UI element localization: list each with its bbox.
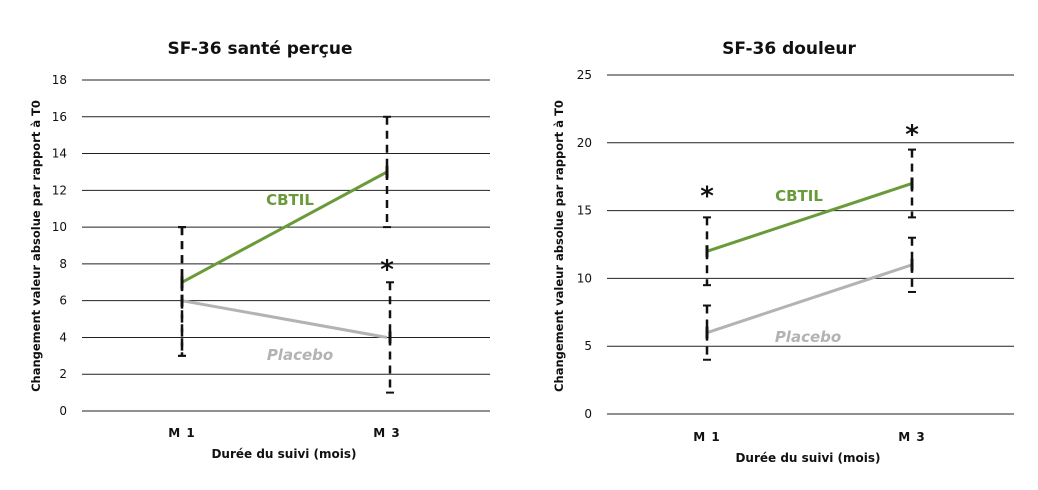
y-tick-label: 0 xyxy=(59,404,67,418)
y-tick-label: 12 xyxy=(52,183,67,197)
y-tick-label: 0 xyxy=(584,407,592,421)
y-axis-label: Changement valeur absolue par rapport à … xyxy=(552,100,566,392)
y-tick-label: 2 xyxy=(59,367,67,381)
significance-star: * xyxy=(905,120,919,150)
y-tick-label: 18 xyxy=(52,73,67,87)
series-label: CBTIL xyxy=(775,187,823,205)
x-category-label: M 3 xyxy=(898,430,925,444)
y-tick-label: 10 xyxy=(52,220,67,234)
y-tick-label: 10 xyxy=(577,271,592,285)
x-category-label: M 1 xyxy=(168,426,195,440)
series-line xyxy=(181,299,388,339)
series-label: CBTIL xyxy=(266,191,314,209)
x-category-label: M 3 xyxy=(373,426,400,440)
series-label: Placebo xyxy=(775,328,841,346)
y-axis-label: Changement valeur absolue par rapport à … xyxy=(29,100,43,392)
series-line xyxy=(181,170,388,284)
y-tick-label: 6 xyxy=(59,294,67,308)
y-tick-label: 4 xyxy=(59,330,67,344)
y-tick-label: 20 xyxy=(577,136,592,150)
x-category-label: M 1 xyxy=(693,430,720,444)
y-tick-label: 25 xyxy=(577,68,592,82)
y-tick-label: 14 xyxy=(52,147,67,161)
significance-star: * xyxy=(380,255,394,285)
chart-title: SF-36 santé perçue xyxy=(167,39,352,59)
series-line xyxy=(706,182,913,253)
y-tick-label: 8 xyxy=(59,257,67,271)
series-label: Placebo xyxy=(267,346,333,364)
y-tick-label: 15 xyxy=(577,204,592,218)
series-line xyxy=(706,263,913,335)
x-axis-label: Durée du suivi (mois) xyxy=(735,451,880,465)
y-tick-label: 5 xyxy=(584,339,592,353)
x-axis-label: Durée du suivi (mois) xyxy=(211,447,356,461)
significance-star: * xyxy=(700,181,714,211)
y-tick-label: 16 xyxy=(52,110,67,124)
chart-title: SF-36 douleur xyxy=(722,39,856,59)
